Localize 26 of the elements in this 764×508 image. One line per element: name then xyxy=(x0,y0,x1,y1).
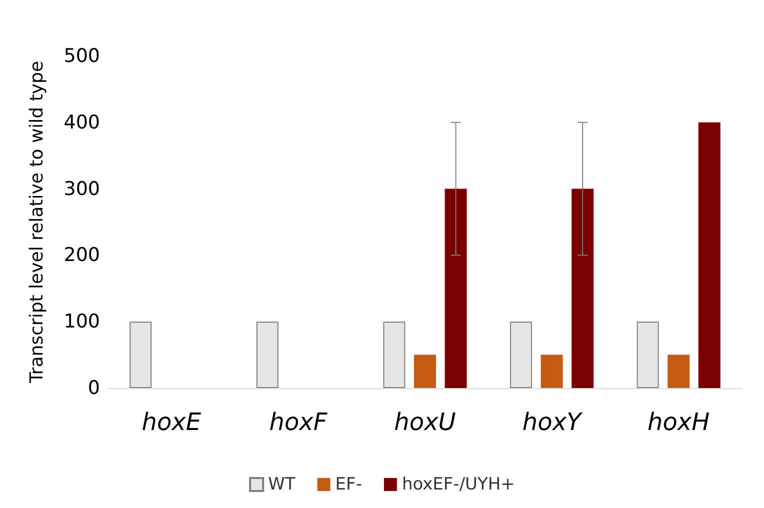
x-tick-label: hoxU xyxy=(394,408,456,436)
y-axis-title: Transcript level relative to wild type xyxy=(26,60,48,384)
y-tick-label: 500 xyxy=(64,45,100,67)
bar xyxy=(668,354,690,388)
bar xyxy=(414,354,436,388)
legend-label: WT xyxy=(268,474,296,494)
bar xyxy=(130,322,152,388)
x-tick-label: hoxY xyxy=(522,408,584,436)
bar xyxy=(510,322,532,388)
bar xyxy=(256,322,278,388)
legend-label: hoxEF-/UYH+ xyxy=(402,474,515,494)
bar xyxy=(698,122,720,388)
bar xyxy=(444,188,467,388)
x-tick-label: hoxE xyxy=(142,408,202,436)
y-tick-label: 100 xyxy=(64,310,100,333)
bar xyxy=(540,354,563,388)
y-tick-label: 0 xyxy=(88,377,100,399)
bar xyxy=(636,322,659,388)
x-tick-label: hoxH xyxy=(648,408,710,436)
y-tick-label: 200 xyxy=(64,244,100,266)
y-tick-label: 400 xyxy=(64,111,100,134)
y-tick-label: 300 xyxy=(64,178,100,200)
bar xyxy=(572,188,594,388)
x-tick-label: hoxF xyxy=(269,408,328,436)
legend-label: EF- xyxy=(335,474,362,494)
bar xyxy=(383,322,406,388)
